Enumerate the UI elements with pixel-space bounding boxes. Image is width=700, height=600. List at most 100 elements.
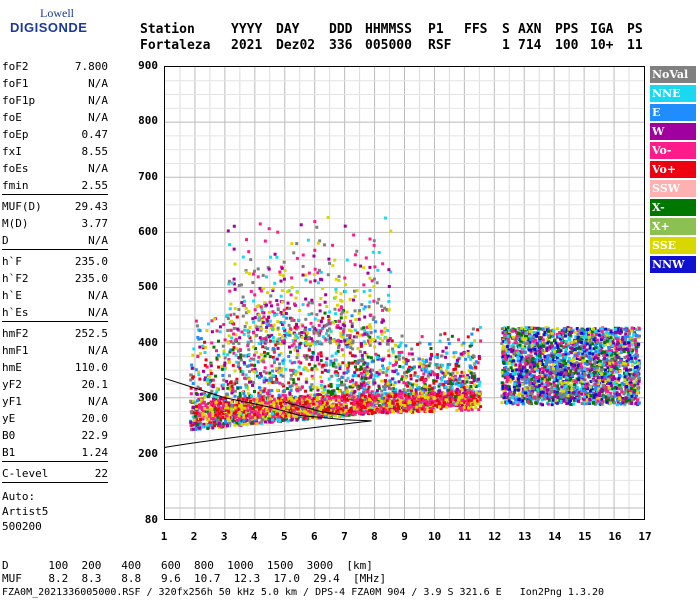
echo-point (195, 324, 199, 328)
echo-point (614, 364, 618, 368)
echo-point (545, 346, 549, 350)
echo-point (455, 358, 459, 362)
echo-point (229, 348, 233, 352)
echo-point (596, 397, 600, 401)
echo-point (538, 393, 542, 397)
echo-point (260, 396, 264, 400)
echo-point (232, 312, 236, 316)
echo-point (276, 341, 280, 345)
echo-point (329, 393, 333, 397)
echo-point (625, 355, 629, 359)
echo-point (504, 365, 508, 369)
echo-point (252, 357, 256, 361)
param-value: N/A (88, 306, 108, 319)
echo-point (556, 372, 560, 376)
echo-point (434, 363, 438, 367)
echo-point (636, 382, 640, 386)
echo-point (362, 307, 366, 311)
echo-point (386, 293, 390, 297)
echo-point (277, 353, 281, 357)
echo-point (242, 328, 246, 332)
echo-point (341, 361, 345, 365)
echo-point (218, 397, 222, 401)
echo-point (319, 277, 323, 281)
echo-point (281, 359, 285, 363)
echo-point (242, 392, 246, 396)
echo-point (324, 361, 328, 365)
echo-point (450, 382, 454, 386)
echo-point (616, 401, 620, 405)
echo-point (195, 399, 199, 403)
echo-point (397, 354, 401, 358)
echo-point (387, 354, 391, 358)
echo-point (595, 369, 599, 373)
echo-point (271, 414, 275, 418)
header-value-0: Fortaleza (140, 38, 211, 53)
echo-point (334, 373, 338, 377)
echo-point (330, 354, 334, 358)
echo-point (346, 376, 350, 380)
echo-point (359, 386, 363, 390)
echo-point (319, 383, 323, 387)
echo-point (564, 361, 568, 365)
echo-point (269, 294, 273, 298)
echo-point (531, 390, 535, 394)
echo-point (272, 323, 276, 327)
echo-point (193, 422, 197, 426)
param-value: N/A (88, 94, 108, 107)
echo-point (605, 330, 609, 334)
echo-point (196, 354, 200, 358)
echo-point (262, 315, 266, 319)
echo-point (368, 323, 372, 327)
echo-point (377, 386, 381, 390)
echo-point (381, 308, 385, 312)
echo-point (576, 357, 580, 361)
echo-point (275, 255, 279, 259)
echo-point (256, 275, 260, 279)
echo-point (543, 357, 547, 361)
echo-point (261, 310, 265, 314)
echo-point (345, 337, 349, 341)
echo-point (452, 355, 456, 359)
echo-point (477, 357, 481, 361)
echo-point (316, 271, 320, 275)
echo-point (501, 384, 505, 388)
echo-point (270, 388, 274, 392)
echo-point (505, 345, 509, 349)
echo-point (378, 410, 382, 414)
echo-point (336, 325, 340, 329)
echo-point (292, 371, 296, 375)
param-row: hmF1 N/A (2, 344, 108, 358)
echo-point (557, 348, 561, 352)
echo-point (564, 388, 568, 392)
echo-point (307, 417, 311, 421)
echo-point (238, 356, 242, 360)
echo-point (304, 317, 308, 321)
echo-point (203, 350, 207, 354)
echo-point (466, 349, 470, 353)
echo-point (332, 339, 336, 343)
echo-point (549, 352, 553, 356)
echo-point (343, 289, 347, 293)
echo-point (443, 374, 447, 378)
echo-point (562, 391, 566, 395)
echo-point (327, 377, 331, 381)
echo-point (224, 425, 228, 429)
echo-point (266, 324, 270, 328)
echo-point (550, 403, 554, 407)
echo-point (627, 372, 631, 376)
echo-point (212, 345, 216, 349)
ionogram-canvas (164, 67, 644, 519)
echo-point (213, 410, 217, 414)
echo-point (330, 321, 334, 325)
echo-point (625, 359, 629, 363)
echo-point (593, 327, 597, 331)
echo-point (305, 416, 309, 420)
echo-point (404, 362, 408, 366)
echo-point (419, 392, 423, 396)
echo-point (236, 386, 240, 390)
echo-point (345, 258, 349, 262)
echo-point (513, 380, 517, 384)
echo-point (446, 363, 450, 367)
echo-point (511, 342, 515, 346)
